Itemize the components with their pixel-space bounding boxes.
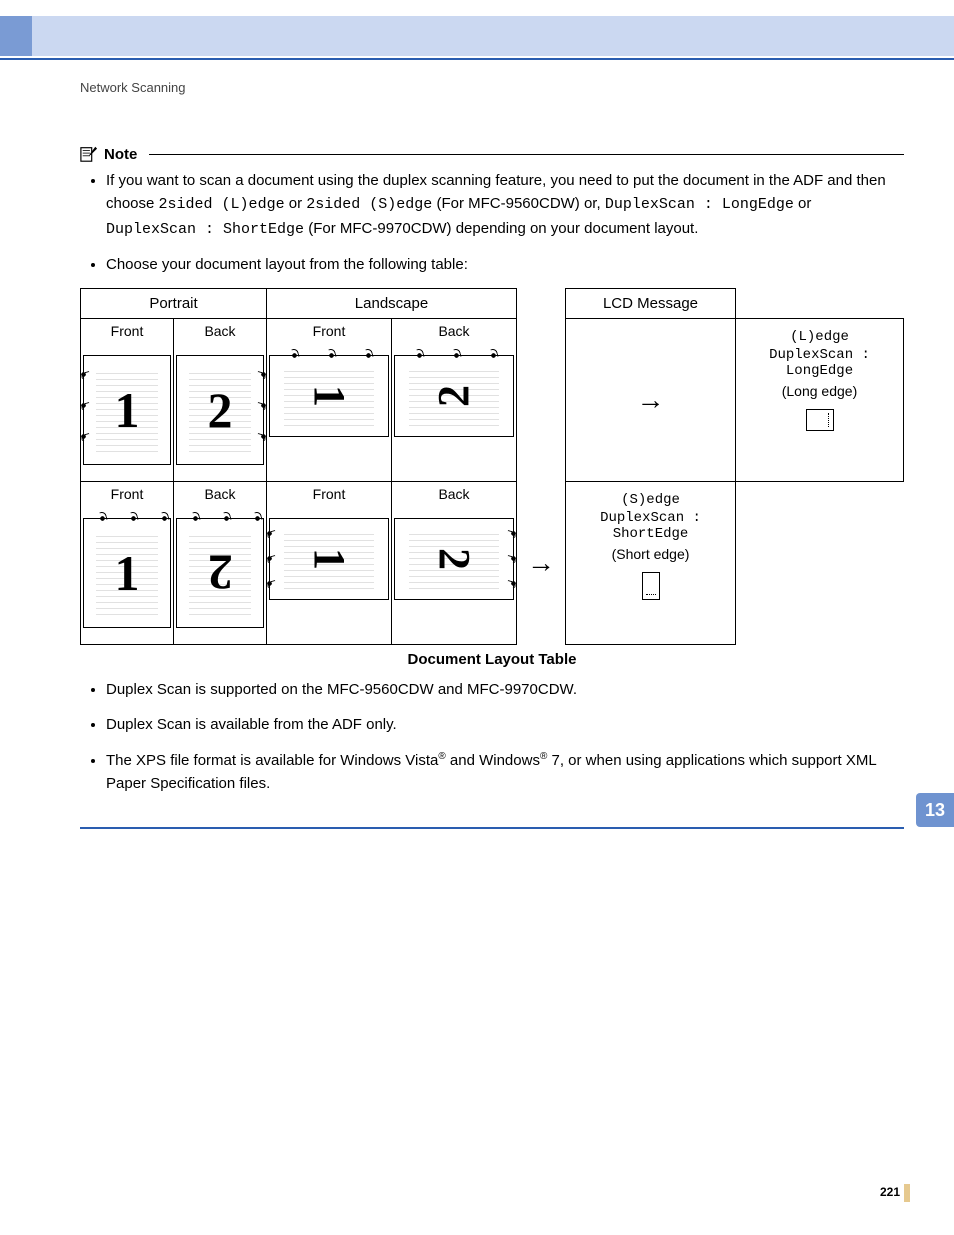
b1-m1: or [285,195,307,212]
sheet-p-back-1: 2 [176,355,264,465]
num: 2 [432,385,476,407]
short-edge-icon [642,572,660,600]
r2-l-back: Back 2 [392,482,517,645]
lbl-back: Back [394,323,514,339]
note-block: Note If you want to scan a document usin… [80,145,904,829]
r1-p-front: Front 1 [81,319,174,482]
sheet-p-back-2: 2 [176,518,264,628]
topbar [0,16,954,56]
th-lcd: LCD Message [566,289,736,319]
top-rule [0,58,954,60]
bullet-4: Duplex Scan is available from the ADF on… [106,713,904,736]
r2-p-back: Back 2 [174,482,267,645]
bullet-5: The XPS file format is available for Win… [106,749,904,796]
sheet-l-front-1: 1 [269,355,389,437]
sheet-l-back-2: 2 [394,518,514,600]
lbl-back: Back [176,486,264,502]
bullet-1: If you want to scan a document using the… [106,169,904,241]
th-landscape: Landscape [267,289,517,319]
num: 1 [115,548,140,598]
b5-pre: The XPS file format is available for Win… [106,752,438,769]
note-rule [149,154,904,155]
lcd-paren: (Long edge) [740,383,899,399]
note-bullets: If you want to scan a document using the… [80,169,904,276]
arrow-1: → [566,319,736,482]
b1-m2: (For MFC-9560CDW) or, [432,195,605,212]
lbl-front: Front [269,486,389,502]
note-label: Note [104,146,137,163]
r1-l-back: Back 2 [392,319,517,482]
lbl-front: Front [269,323,389,339]
b1-c3: DuplexScan : LongEdge [605,196,794,213]
note-icon [80,145,98,163]
page-content: Network Scanning Note If you want to sca… [80,80,904,829]
th-portrait: Portrait [81,289,267,319]
r2-l-front: Front 1 [267,482,392,645]
note-bullets-2: Duplex Scan is supported on the MFC-9560… [80,678,904,795]
b1-c1: 2sided (L)edge [159,196,285,213]
th-arrow-gap [517,289,566,482]
page-number: 221 [880,1185,900,1199]
num: 2 [432,548,476,570]
num: 1 [307,548,351,570]
lbl-front: Front [83,486,171,502]
sheet-l-back-1: 2 [394,355,514,437]
num: 2 [208,385,233,435]
b5-mid: and Windows [446,752,540,769]
table-caption: Document Layout Table [80,651,904,668]
lcd-code1: (S)edge [570,492,731,508]
b5-r1: ® [438,751,445,762]
r1-lcd: (L)edge DuplexScan : LongEdge (Long edge… [736,319,904,482]
page-bar [904,1184,910,1202]
lcd-code2: DuplexScan : LongEdge [740,347,899,379]
arrow-2: → [517,482,566,645]
r1-p-back: Back 2 [174,319,267,482]
long-edge-icon [806,409,834,431]
b1-c2: 2sided (S)edge [306,196,432,213]
layout-table: Portrait Landscape LCD Message Front 1 [80,288,904,645]
r2-p-front: Front 1 [81,482,174,645]
b1-c4: DuplexScan : ShortEdge [106,221,304,238]
lcd-paren: (Short edge) [570,546,731,562]
lcd-code2: DuplexScan : ShortEdge [570,510,731,542]
sheet-p-front-2: 1 [83,518,171,628]
num: 1 [307,385,351,407]
b1-post: (For MFC-9970CDW) depending on your docu… [304,220,698,237]
bullet-3: Duplex Scan is supported on the MFC-9560… [106,678,904,701]
lbl-back: Back [176,323,264,339]
bullet-2: Choose your document layout from the fol… [106,253,904,276]
chapter-tab: 13 [916,793,954,827]
lbl-back: Back [394,486,514,502]
num: 1 [115,385,140,435]
r1-l-front: Front 1 [267,319,392,482]
breadcrumb: Network Scanning [80,80,904,95]
sheet-l-front-2: 1 [269,518,389,600]
b1-m3: or [794,195,812,212]
num: 2 [208,548,233,598]
sheet-p-front-1: 1 [83,355,171,465]
lcd-code1: (L)edge [740,329,899,345]
note-heading: Note [80,145,904,163]
r2-lcd: (S)edge DuplexScan : ShortEdge (Short ed… [566,482,736,645]
lbl-front: Front [83,323,171,339]
